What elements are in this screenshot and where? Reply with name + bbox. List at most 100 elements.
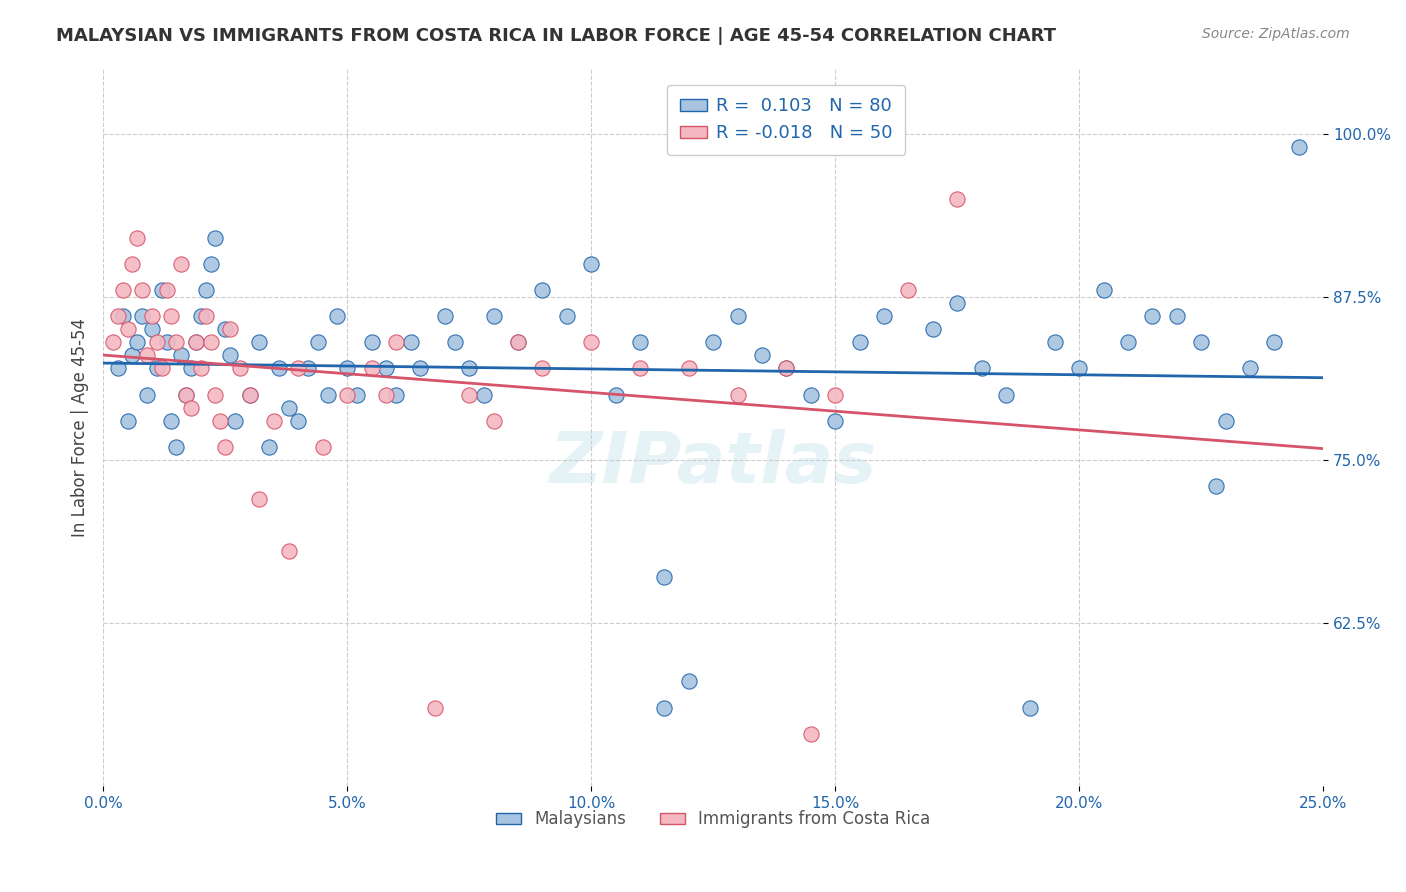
Point [219,322,242,336]
Point [155,335,177,350]
Point [204,231,226,245]
Point [316,387,339,401]
Point [297,361,319,376]
Point [897,283,920,297]
Point [1043,335,1066,350]
Point [385,335,408,350]
Point [458,361,481,376]
Point [995,387,1018,401]
Point [150,361,173,376]
Point [375,361,398,376]
Point [136,348,159,362]
Point [482,310,505,324]
Point [360,335,382,350]
Point [107,361,129,376]
Point [131,310,153,324]
Text: ZIPatlas: ZIPatlas [550,428,877,498]
Point [131,283,153,297]
Point [107,310,129,324]
Point [1263,335,1285,350]
Point [209,414,232,428]
Point [678,361,700,376]
Text: MALAYSIAN VS IMMIGRANTS FROM COSTA RICA IN LABOR FORCE | AGE 45-54 CORRELATION C: MALAYSIAN VS IMMIGRANTS FROM COSTA RICA … [56,27,1056,45]
Point [678,674,700,689]
Point [399,335,422,350]
Point [224,414,246,428]
Point [170,257,193,271]
Point [824,387,846,401]
Point [141,322,163,336]
Point [307,335,329,350]
Point [702,335,724,350]
Point [628,361,651,376]
Point [127,335,149,350]
Point [1189,335,1212,350]
Y-axis label: In Labor Force | Age 45-54: In Labor Force | Age 45-54 [72,318,89,537]
Point [1205,479,1227,493]
Point [136,387,159,401]
Point [727,310,749,324]
Point [360,361,382,376]
Point [873,310,896,324]
Point [375,387,398,401]
Legend: Malaysians, Immigrants from Costa Rica: Malaysians, Immigrants from Costa Rica [489,804,936,835]
Point [165,335,187,350]
Point [800,387,823,401]
Point [946,192,969,206]
Point [1092,283,1115,297]
Point [654,570,676,584]
Point [121,348,143,362]
Point [190,361,212,376]
Point [921,322,943,336]
Point [443,335,465,350]
Point [160,414,183,428]
Point [605,387,627,401]
Point [101,335,124,350]
Point [472,387,495,401]
Point [180,401,202,415]
Point [184,335,207,350]
Point [727,387,749,401]
Point [1142,310,1164,324]
Point [336,387,359,401]
Point [204,387,226,401]
Point [247,491,270,506]
Point [146,335,169,350]
Point [800,726,823,740]
Point [506,335,529,350]
Point [257,440,280,454]
Point [531,283,554,297]
Point [654,700,676,714]
Point [277,544,299,558]
Point [1239,361,1261,376]
Point [1069,361,1091,376]
Point [1288,140,1310,154]
Point [174,387,197,401]
Point [433,310,456,324]
Point [1166,310,1188,324]
Point [160,310,183,324]
Point [385,387,408,401]
Point [165,440,187,454]
Point [238,387,260,401]
Point [117,414,139,428]
Point [287,361,309,376]
Point [219,348,242,362]
Point [214,440,236,454]
Point [184,335,207,350]
Point [287,414,309,428]
Point [1019,700,1042,714]
Point [117,322,139,336]
Point [229,361,252,376]
Point [555,310,578,324]
Point [409,361,432,376]
Point [141,310,163,324]
Point [111,310,134,324]
Point [458,387,481,401]
Point [848,335,870,350]
Point [194,310,217,324]
Point [190,310,212,324]
Point [155,283,177,297]
Point [775,361,797,376]
Point [121,257,143,271]
